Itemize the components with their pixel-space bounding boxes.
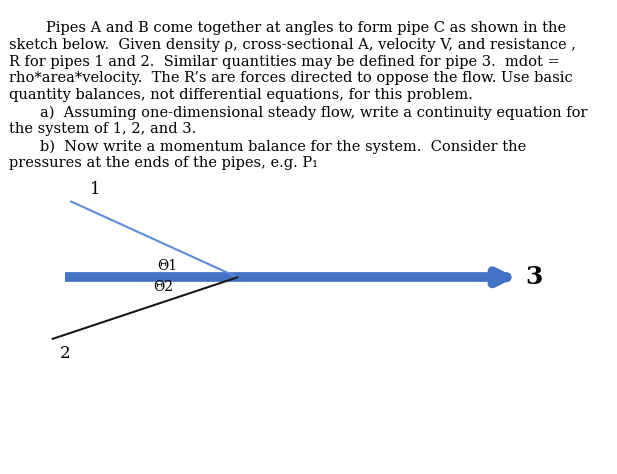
Text: R for pipes 1 and 2.  Similar quantities may be defined for pipe 3.  mdot =: R for pipes 1 and 2. Similar quantities … [9,55,560,69]
Text: rho*area*velocity.  The R’s are forces directed to oppose the flow. Use basic: rho*area*velocity. The R’s are forces di… [9,71,573,85]
Text: b)  Now write a momentum balance for the system.  Consider the: b) Now write a momentum balance for the … [40,139,526,154]
Text: a)  Assuming one-dimensional steady flow, write a continuity equation for: a) Assuming one-dimensional steady flow,… [40,105,587,119]
Text: Θ1: Θ1 [157,259,178,273]
Text: pressures at the ends of the pipes, e.g. P₁: pressures at the ends of the pipes, e.g.… [9,156,318,170]
Text: sketch below.  Given density ρ, cross-sectional A, velocity V, and resistance ,: sketch below. Given density ρ, cross-sec… [9,38,576,52]
Text: 1: 1 [90,181,101,198]
Text: 2: 2 [59,345,70,362]
Text: quantity balances, not differential equations, for this problem.: quantity balances, not differential equa… [9,88,473,102]
Text: 3: 3 [525,265,542,289]
Text: Pipes A and B come together at angles to form pipe C as shown in the: Pipes A and B come together at angles to… [46,21,566,36]
Text: Θ2: Θ2 [153,280,173,294]
Text: the system of 1, 2, and 3.: the system of 1, 2, and 3. [9,122,196,136]
